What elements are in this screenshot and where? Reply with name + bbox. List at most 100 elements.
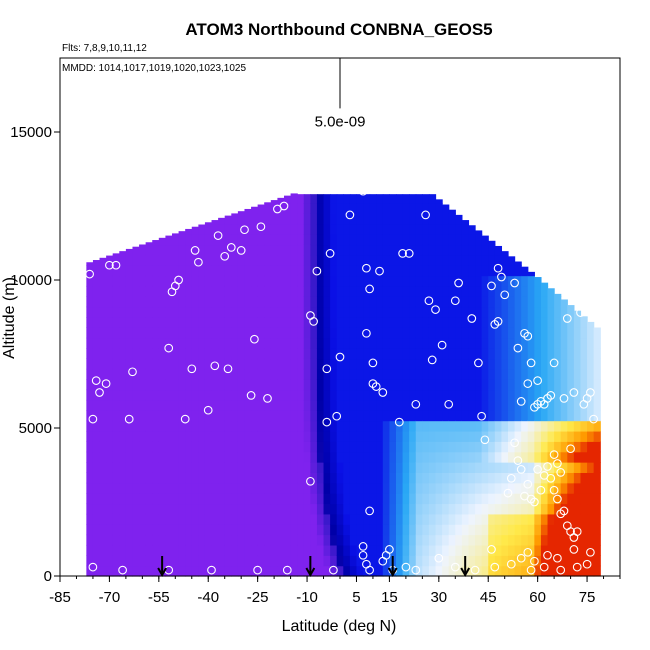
heatmap-cell bbox=[172, 451, 180, 463]
heatmap-cell bbox=[573, 420, 582, 432]
heatmap-cell bbox=[508, 493, 516, 505]
heatmap-cell bbox=[396, 203, 404, 214]
heatmap-cell bbox=[270, 317, 279, 328]
heatmap-cell bbox=[560, 306, 568, 318]
heatmap-cell bbox=[125, 348, 134, 360]
heatmap-cell bbox=[277, 430, 285, 442]
heatmap-cell bbox=[448, 430, 456, 442]
heatmap-cell bbox=[501, 430, 509, 442]
heatmap-cell bbox=[514, 327, 522, 339]
heatmap-cell bbox=[323, 213, 331, 225]
heatmap-cell bbox=[547, 410, 555, 422]
heatmap-cell bbox=[297, 430, 305, 442]
heatmap-cell bbox=[244, 244, 252, 256]
heatmap-cell bbox=[211, 555, 219, 567]
heatmap-cell bbox=[547, 399, 555, 411]
heatmap-cell bbox=[415, 441, 423, 453]
heatmap-cell bbox=[277, 451, 285, 463]
sample-point bbox=[516, 553, 526, 563]
heatmap-cell bbox=[112, 254, 120, 266]
heatmap-cell bbox=[475, 451, 483, 463]
heatmap-cell bbox=[475, 441, 483, 453]
heatmap-cell bbox=[224, 358, 232, 370]
heatmap-cell bbox=[178, 358, 186, 370]
heatmap-cell bbox=[330, 306, 338, 318]
heatmap-cell bbox=[389, 327, 397, 339]
heatmap-cell bbox=[508, 410, 516, 422]
heatmap-cell bbox=[349, 234, 358, 246]
heatmap-cell bbox=[442, 213, 450, 225]
heatmap-cell bbox=[349, 306, 358, 318]
heatmap-cell bbox=[303, 275, 311, 287]
heatmap-cell bbox=[270, 327, 279, 339]
heatmap-cell bbox=[455, 462, 463, 473]
heatmap-cell bbox=[428, 234, 437, 246]
heatmap-cell bbox=[330, 327, 338, 339]
heatmap-cell bbox=[185, 389, 193, 401]
heatmap-cell bbox=[336, 472, 344, 484]
heatmap-cell bbox=[165, 565, 173, 577]
heatmap-cell bbox=[402, 555, 410, 567]
heatmap-cell bbox=[145, 420, 153, 432]
heatmap-cell bbox=[257, 534, 265, 546]
heatmap-cell bbox=[587, 493, 595, 505]
heatmap-cell bbox=[106, 296, 114, 308]
sample-point bbox=[322, 417, 332, 427]
heatmap-cell bbox=[310, 244, 318, 256]
heatmap-cell bbox=[560, 503, 568, 515]
heatmap-cell bbox=[198, 234, 206, 246]
heatmap-cell bbox=[224, 285, 232, 297]
heatmap-cell bbox=[86, 358, 94, 370]
heatmap-cell bbox=[428, 462, 437, 473]
heatmap-cell bbox=[422, 358, 430, 370]
heatmap-cell bbox=[402, 513, 410, 525]
heatmap-cell bbox=[231, 234, 239, 246]
heatmap-cell bbox=[363, 358, 371, 370]
heatmap-cell bbox=[264, 410, 272, 422]
x-tick-label: 30 bbox=[430, 589, 447, 606]
heatmap-cell bbox=[323, 275, 331, 287]
heatmap-cell bbox=[125, 275, 134, 287]
heatmap-cell bbox=[297, 462, 305, 473]
heatmap-cell bbox=[297, 482, 305, 494]
heatmap-cell bbox=[132, 337, 140, 349]
heatmap-cell bbox=[501, 358, 509, 370]
heatmap-cell bbox=[251, 399, 259, 411]
heatmap-cell bbox=[125, 389, 134, 401]
heatmap-cell bbox=[310, 223, 318, 235]
heatmap-cell bbox=[455, 275, 463, 287]
heatmap-cell bbox=[389, 420, 397, 432]
heatmap-cell bbox=[139, 306, 147, 318]
sample-point bbox=[586, 388, 595, 397]
heatmap-cell bbox=[336, 451, 344, 463]
heatmap-cell bbox=[277, 462, 285, 473]
heatmap-cell bbox=[237, 441, 246, 453]
heatmap-cell bbox=[264, 202, 272, 204]
heatmap-cell bbox=[165, 441, 173, 453]
heatmap-cell bbox=[580, 389, 588, 401]
heatmap-cell bbox=[284, 472, 292, 484]
heatmap-cell bbox=[152, 348, 160, 360]
heatmap-cell bbox=[488, 337, 496, 349]
heatmap-cell bbox=[106, 327, 114, 339]
heatmap-cell bbox=[501, 317, 509, 328]
heatmap-cell bbox=[336, 513, 344, 525]
heatmap-cell bbox=[402, 358, 410, 370]
heatmap-cell bbox=[270, 244, 279, 256]
heatmap-cell bbox=[428, 399, 437, 411]
heatmap-cell bbox=[191, 524, 199, 536]
heatmap-cell bbox=[198, 327, 206, 339]
heatmap-cell bbox=[521, 348, 529, 360]
heatmap-cell bbox=[363, 296, 371, 308]
heatmap-cell bbox=[494, 513, 503, 525]
heatmap-cell bbox=[488, 482, 496, 494]
heatmap-cell bbox=[527, 296, 535, 308]
heatmap-cell bbox=[534, 430, 542, 442]
heatmap-cell bbox=[211, 430, 219, 442]
heatmap-cell bbox=[303, 524, 311, 536]
heatmap-cell bbox=[442, 451, 450, 463]
sample-point bbox=[128, 367, 137, 377]
heatmap-cell bbox=[396, 441, 404, 453]
heatmap-cell bbox=[396, 194, 404, 204]
heatmap-cell bbox=[376, 244, 384, 256]
